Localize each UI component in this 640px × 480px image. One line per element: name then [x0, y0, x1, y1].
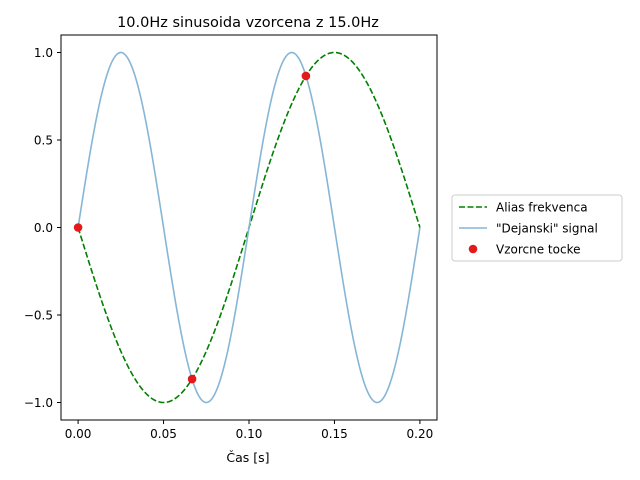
legend: Alias frekvenca "Dejanski" signal Vzorcne …	[451, 194, 623, 262]
sample-point	[73, 223, 83, 232]
x-tick-label: 0.15	[321, 427, 348, 441]
x-tick-label: 0.10	[236, 427, 263, 441]
plot-area	[60, 34, 438, 421]
y-tick-label: 0.0	[34, 221, 53, 235]
x-axis-ticks: 0.00 0.05 0.10 0.15 0.20	[65, 420, 434, 441]
x-tick-label: 0.00	[65, 427, 92, 441]
chart-title: 10.0Hz sinusoida vzorcena z 15.0Hz	[117, 15, 379, 31]
y-tick-label: 1.0	[34, 46, 53, 60]
legend-label: Vzorcne tocke	[496, 243, 580, 257]
x-tick-label: 0.20	[407, 427, 434, 441]
legend-label: "Dejanski" signal	[496, 222, 598, 236]
series-line-dejanski-signal	[77, 51, 421, 404]
x-axis-label: Čas [s]	[226, 450, 269, 465]
legend-box	[451, 194, 623, 262]
x-tick-label: 0.05	[150, 427, 177, 441]
sample-point	[187, 374, 197, 384]
y-axis-ticks: −1.0 −0.5 0.0 0.5 1.0	[24, 46, 61, 410]
legend-label: Alias frekvenca	[496, 201, 588, 215]
sample-point	[301, 71, 311, 81]
y-tick-label: −0.5	[24, 309, 53, 323]
y-tick-label: 0.5	[34, 134, 53, 148]
y-tick-label: −1.0	[24, 396, 53, 410]
legend-swatch	[468, 244, 478, 254]
